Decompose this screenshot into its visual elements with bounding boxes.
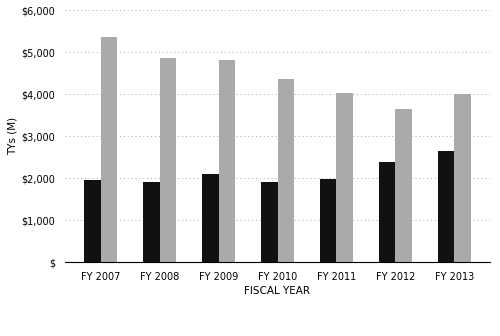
Bar <box>396 109 412 262</box>
Bar <box>202 174 218 262</box>
Y-axis label: TYs (M): TYs (M) <box>7 117 17 155</box>
X-axis label: FISCAL YEAR: FISCAL YEAR <box>244 286 310 296</box>
Bar <box>218 60 235 262</box>
Bar <box>143 182 160 262</box>
Bar <box>84 180 101 262</box>
Bar <box>101 37 117 262</box>
Bar <box>438 151 454 262</box>
Bar <box>160 58 176 262</box>
Bar <box>278 79 294 262</box>
Bar <box>261 182 278 262</box>
Bar <box>320 179 336 262</box>
Bar <box>454 94 470 262</box>
Bar <box>336 93 353 262</box>
Bar <box>379 162 396 262</box>
